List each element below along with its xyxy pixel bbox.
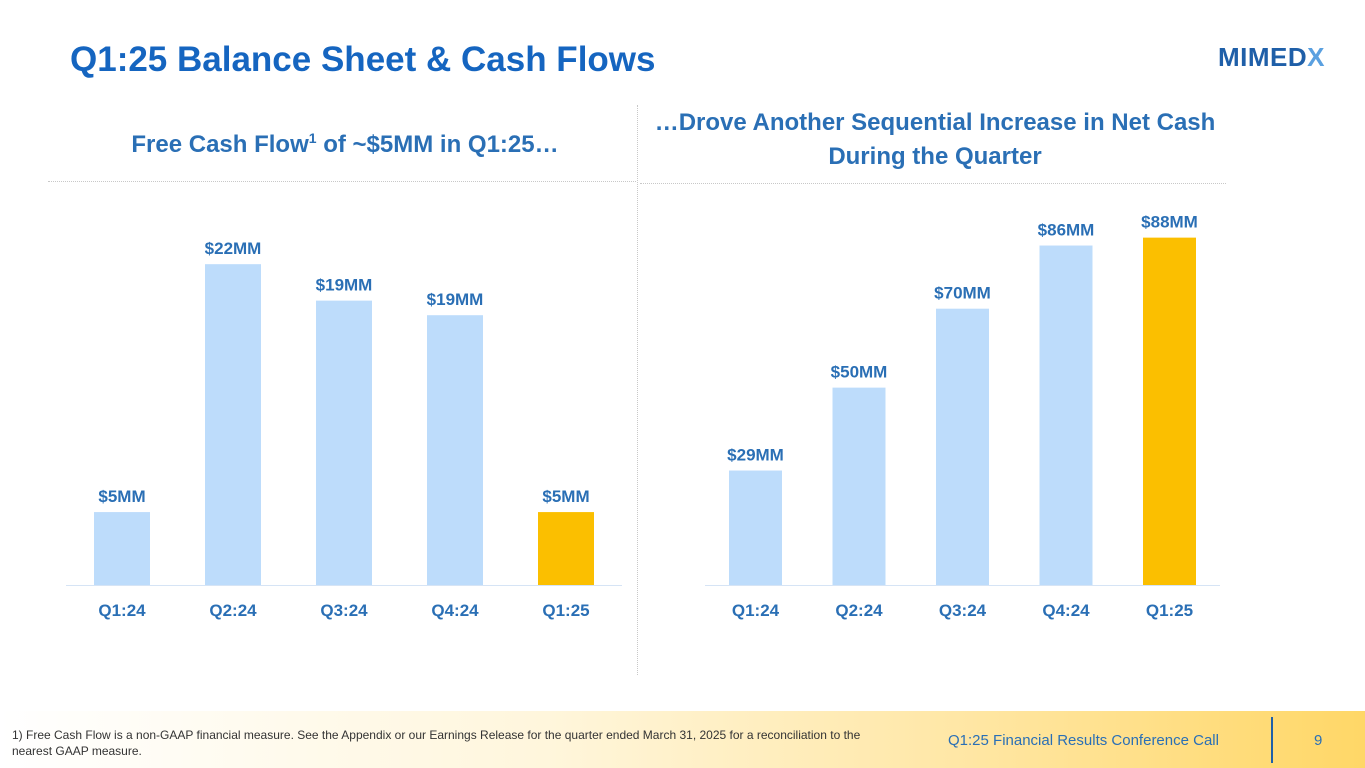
footer-separator	[1271, 717, 1273, 763]
event-name: Q1:25 Financial Results Conference Call	[948, 732, 1219, 749]
bar-charts: $5MM Q1:24 $22MM Q2:24 $19MM Q3:24 $19MM Q4:24 $…	[66, 213, 1220, 620]
page-title: Q1:25 Balance Sheet & Cash Flows	[70, 40, 656, 79]
net-cash-value-label-1: $29MM	[727, 446, 784, 465]
left-subtitle-main: Free Cash Flow	[131, 131, 309, 158]
net-cash-category-label-2: Q2:24	[835, 601, 883, 620]
net-cash-bar-5	[1143, 237, 1196, 585]
right-chart-subtitle: …Drove Another Sequential Increase in Ne…	[654, 109, 1216, 170]
left-divider	[48, 181, 636, 182]
fcf-bar-2	[205, 264, 261, 585]
mimedx-logo: MIMEDX	[1218, 42, 1325, 73]
net-cash-bar-1	[729, 470, 782, 585]
net-cash-value-label-5: $88MM	[1141, 213, 1198, 232]
fcf-value-label-5: $5MM	[542, 487, 589, 506]
logo-text: MIMED	[1218, 42, 1308, 72]
fcf-category-label-3: Q3:24	[320, 601, 368, 620]
page-number: 9	[1314, 732, 1323, 749]
net-cash-bar-3	[936, 308, 989, 585]
fcf-category-label-1: Q1:24	[98, 601, 146, 620]
net-cash-value-label-4: $86MM	[1038, 221, 1095, 240]
net-cash-category-label-5: Q1:25	[1146, 601, 1193, 620]
net-cash-bar-4	[1039, 245, 1093, 586]
left-subtitle-rest: of ~$5MM in Q1:25…	[316, 131, 559, 158]
fcf-bar-5	[538, 512, 594, 585]
logo-x: X	[1307, 42, 1326, 72]
fcf-category-label-4: Q4:24	[431, 601, 479, 620]
net-cash-category-label-3: Q3:24	[939, 601, 987, 620]
net-cash-category-label-1: Q1:24	[732, 601, 780, 620]
center-divider	[637, 105, 638, 675]
net-cash-bar-2	[832, 387, 886, 585]
left-chart-subtitle: Free Cash Flow1 of ~$5MM in Q1:25…	[60, 128, 630, 162]
footer-bar: 1) Free Cash Flow is a non-GAAP financia…	[0, 711, 1365, 768]
net-cash-value-label-3: $70MM	[934, 284, 991, 303]
fcf-value-label-4: $19MM	[427, 290, 484, 309]
fcf-bar-4	[427, 315, 483, 585]
footnote: 1) Free Cash Flow is a non-GAAP financia…	[12, 728, 861, 758]
fcf-bar-3	[316, 300, 372, 585]
fcf-value-label-2: $22MM	[205, 239, 262, 258]
fcf-value-label-1: $5MM	[98, 487, 145, 506]
fcf-value-label-3: $19MM	[316, 276, 373, 295]
fcf-bar-1	[94, 512, 150, 585]
right-divider	[640, 183, 1226, 184]
fcf-category-label-2: Q2:24	[209, 601, 257, 620]
fcf-category-label-5: Q1:25	[542, 601, 589, 620]
net-cash-value-label-2: $50MM	[831, 363, 888, 382]
footnote-marker: 1	[308, 130, 317, 146]
net-cash-category-label-4: Q4:24	[1042, 601, 1090, 620]
